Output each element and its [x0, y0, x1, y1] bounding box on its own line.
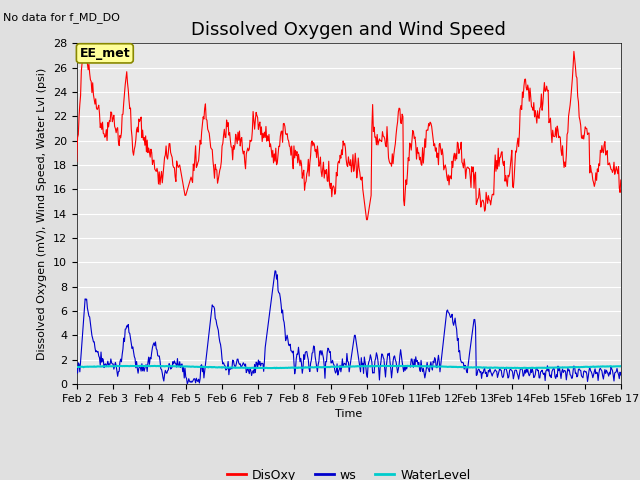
X-axis label: Time: Time: [335, 409, 362, 419]
Title: Dissolved Oxygen and Wind Speed: Dissolved Oxygen and Wind Speed: [191, 21, 506, 39]
Y-axis label: Dissolved Oxygen (mV), Wind Speed, Water Lvl (psi): Dissolved Oxygen (mV), Wind Speed, Water…: [37, 68, 47, 360]
Text: No data for f_MD_DO: No data for f_MD_DO: [3, 12, 120, 23]
Legend: DisOxy, ws, WaterLevel: DisOxy, ws, WaterLevel: [222, 464, 476, 480]
Text: EE_met: EE_met: [79, 47, 130, 60]
